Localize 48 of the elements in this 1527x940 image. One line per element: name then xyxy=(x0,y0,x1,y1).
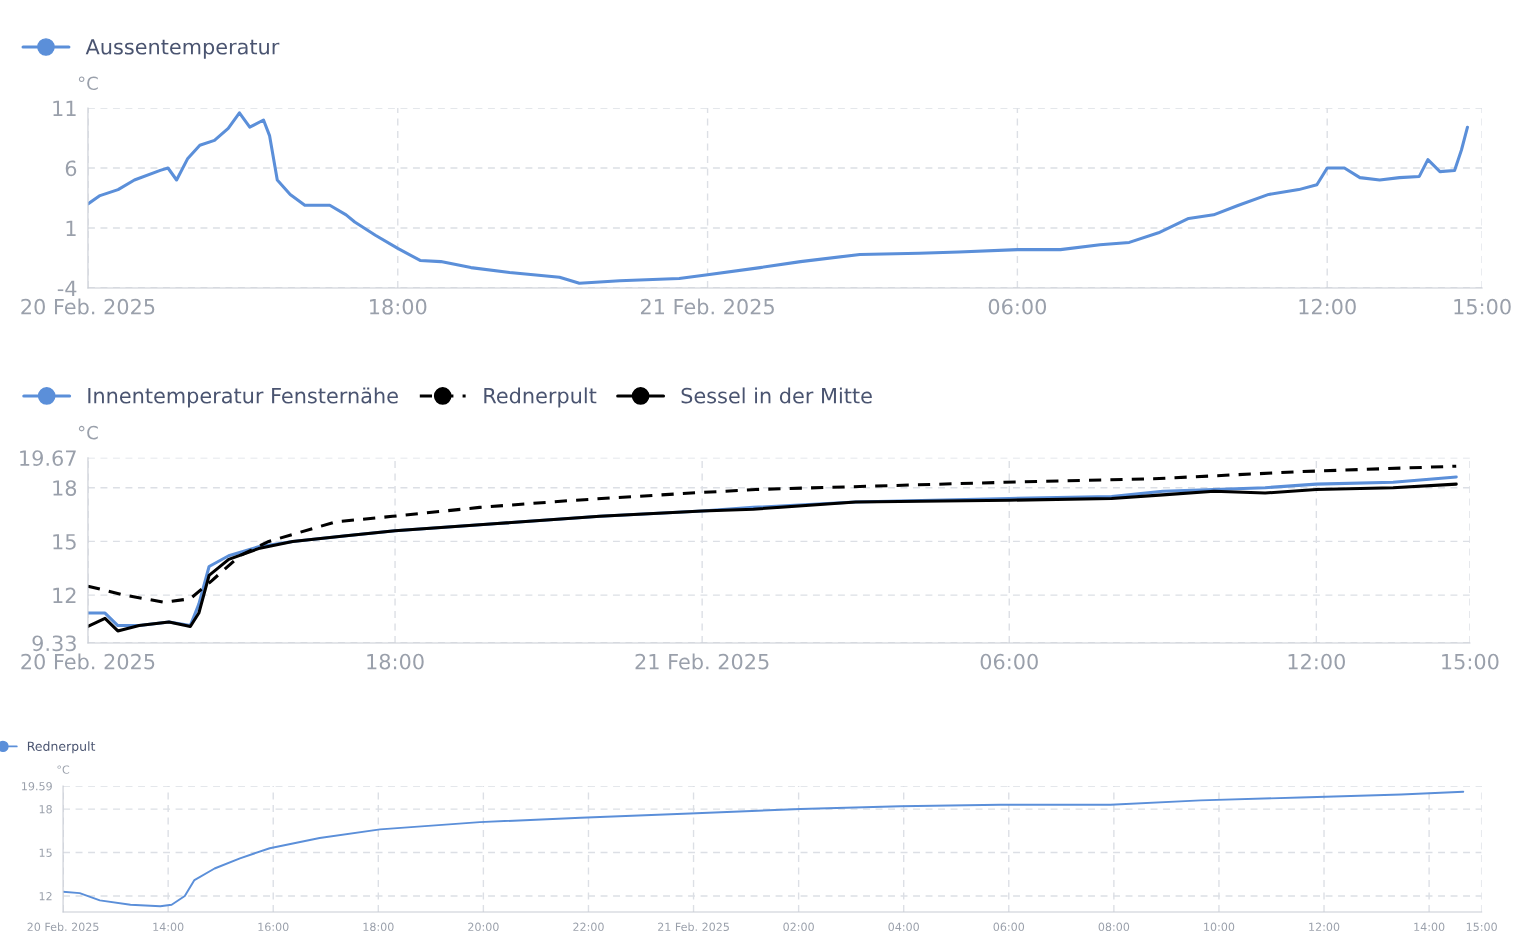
x-tick-label: 15:00 xyxy=(1442,653,1499,670)
y-tick-label: 11 xyxy=(53,100,76,116)
x-tick-label: 06:00 xyxy=(988,298,1047,315)
x-tick-label: 20:00 xyxy=(468,922,499,932)
y-tick-label: 19.67 xyxy=(20,450,76,466)
y-tick-label: 18 xyxy=(39,805,52,814)
y-axis-title: °C xyxy=(78,425,98,440)
y-tick-label: 15 xyxy=(39,848,52,857)
x-tick-label: 18:00 xyxy=(367,653,424,670)
x-tick-label: 20 Feb. 2025 xyxy=(27,922,99,932)
x-tick-label: 21 Feb. 2025 xyxy=(658,922,729,932)
y-axis-title: °C xyxy=(57,765,70,774)
y-tick-label: 12 xyxy=(53,587,76,604)
y-tick-label: 6 xyxy=(65,160,77,177)
x-tick-label: 08:00 xyxy=(1098,922,1130,932)
x-tick-label: 21 Feb. 2025 xyxy=(635,653,769,670)
y-tick-label: 19.59 xyxy=(22,782,52,791)
x-tick-label: 20 Feb. 2025 xyxy=(21,298,155,315)
x-tick-label: 21 Feb. 2025 xyxy=(640,298,774,315)
y-tick-label: 9.33 xyxy=(32,635,76,652)
legend-label: Innentemperatur Fensternähe xyxy=(88,387,398,408)
x-tick-label: 06:00 xyxy=(980,653,1038,670)
x-tick-label: 02:00 xyxy=(783,922,814,932)
y-tick-label: 1 xyxy=(66,220,76,236)
x-tick-label: 10:00 xyxy=(1204,922,1235,932)
legend-label: Rednerpult xyxy=(27,741,96,754)
x-tick-label: 12:00 xyxy=(1288,653,1345,670)
x-tick-label: 16:00 xyxy=(258,922,289,932)
legend-label: Rednerpult xyxy=(484,387,597,408)
x-tick-label: 12:00 xyxy=(1309,922,1340,932)
x-tick-label: 15:00 xyxy=(1466,922,1497,932)
legend-label: Aussentemperatur xyxy=(85,39,280,59)
y-tick-label: 18 xyxy=(53,480,77,496)
y-axis-title: °C xyxy=(78,76,98,91)
y-tick-label: -4 xyxy=(57,280,77,296)
x-tick-label: 20 Feb. 2025 xyxy=(21,653,155,670)
x-tick-label: 04:00 xyxy=(888,922,919,932)
legend-label: Sessel in der Mitte xyxy=(681,387,872,404)
x-tick-label: 18:00 xyxy=(370,298,427,315)
y-tick-label: 12 xyxy=(39,892,52,901)
y-tick-label: 15 xyxy=(53,534,76,550)
x-tick-label: 12:00 xyxy=(1299,298,1356,315)
x-tick-label: 15:00 xyxy=(1454,298,1511,315)
x-tick-label: 14:00 xyxy=(153,922,184,932)
x-tick-label: 22:00 xyxy=(573,922,604,932)
x-tick-label: 14:00 xyxy=(1414,922,1445,932)
x-tick-label: 18:00 xyxy=(363,922,394,932)
x-tick-label: 06:00 xyxy=(993,922,1025,932)
